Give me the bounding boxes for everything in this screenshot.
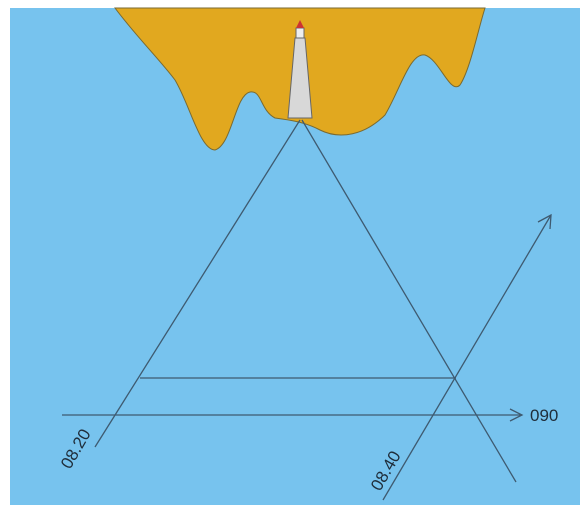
lines	[62, 119, 552, 501]
lighthouse	[287, 20, 313, 119]
course-label: 090	[530, 406, 558, 425]
